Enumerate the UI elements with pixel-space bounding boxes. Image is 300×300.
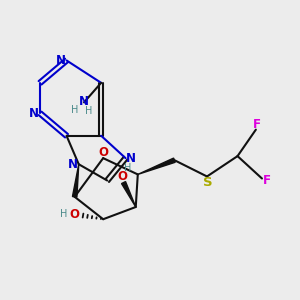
Text: N: N [68, 158, 78, 171]
Text: S: S [203, 176, 213, 189]
Text: N: N [29, 107, 39, 120]
Text: H: H [85, 106, 93, 116]
Polygon shape [138, 158, 175, 174]
Text: O: O [118, 169, 128, 183]
Polygon shape [122, 182, 136, 207]
Text: F: F [263, 174, 271, 187]
Text: N: N [56, 54, 66, 67]
Text: F: F [253, 118, 261, 131]
Text: O: O [98, 146, 108, 159]
Text: H: H [71, 105, 79, 115]
Text: N: N [126, 152, 136, 165]
Polygon shape [73, 164, 79, 197]
Text: H: H [124, 163, 131, 173]
Text: O: O [69, 208, 79, 221]
Text: N: N [79, 95, 89, 108]
Text: H: H [60, 209, 68, 219]
